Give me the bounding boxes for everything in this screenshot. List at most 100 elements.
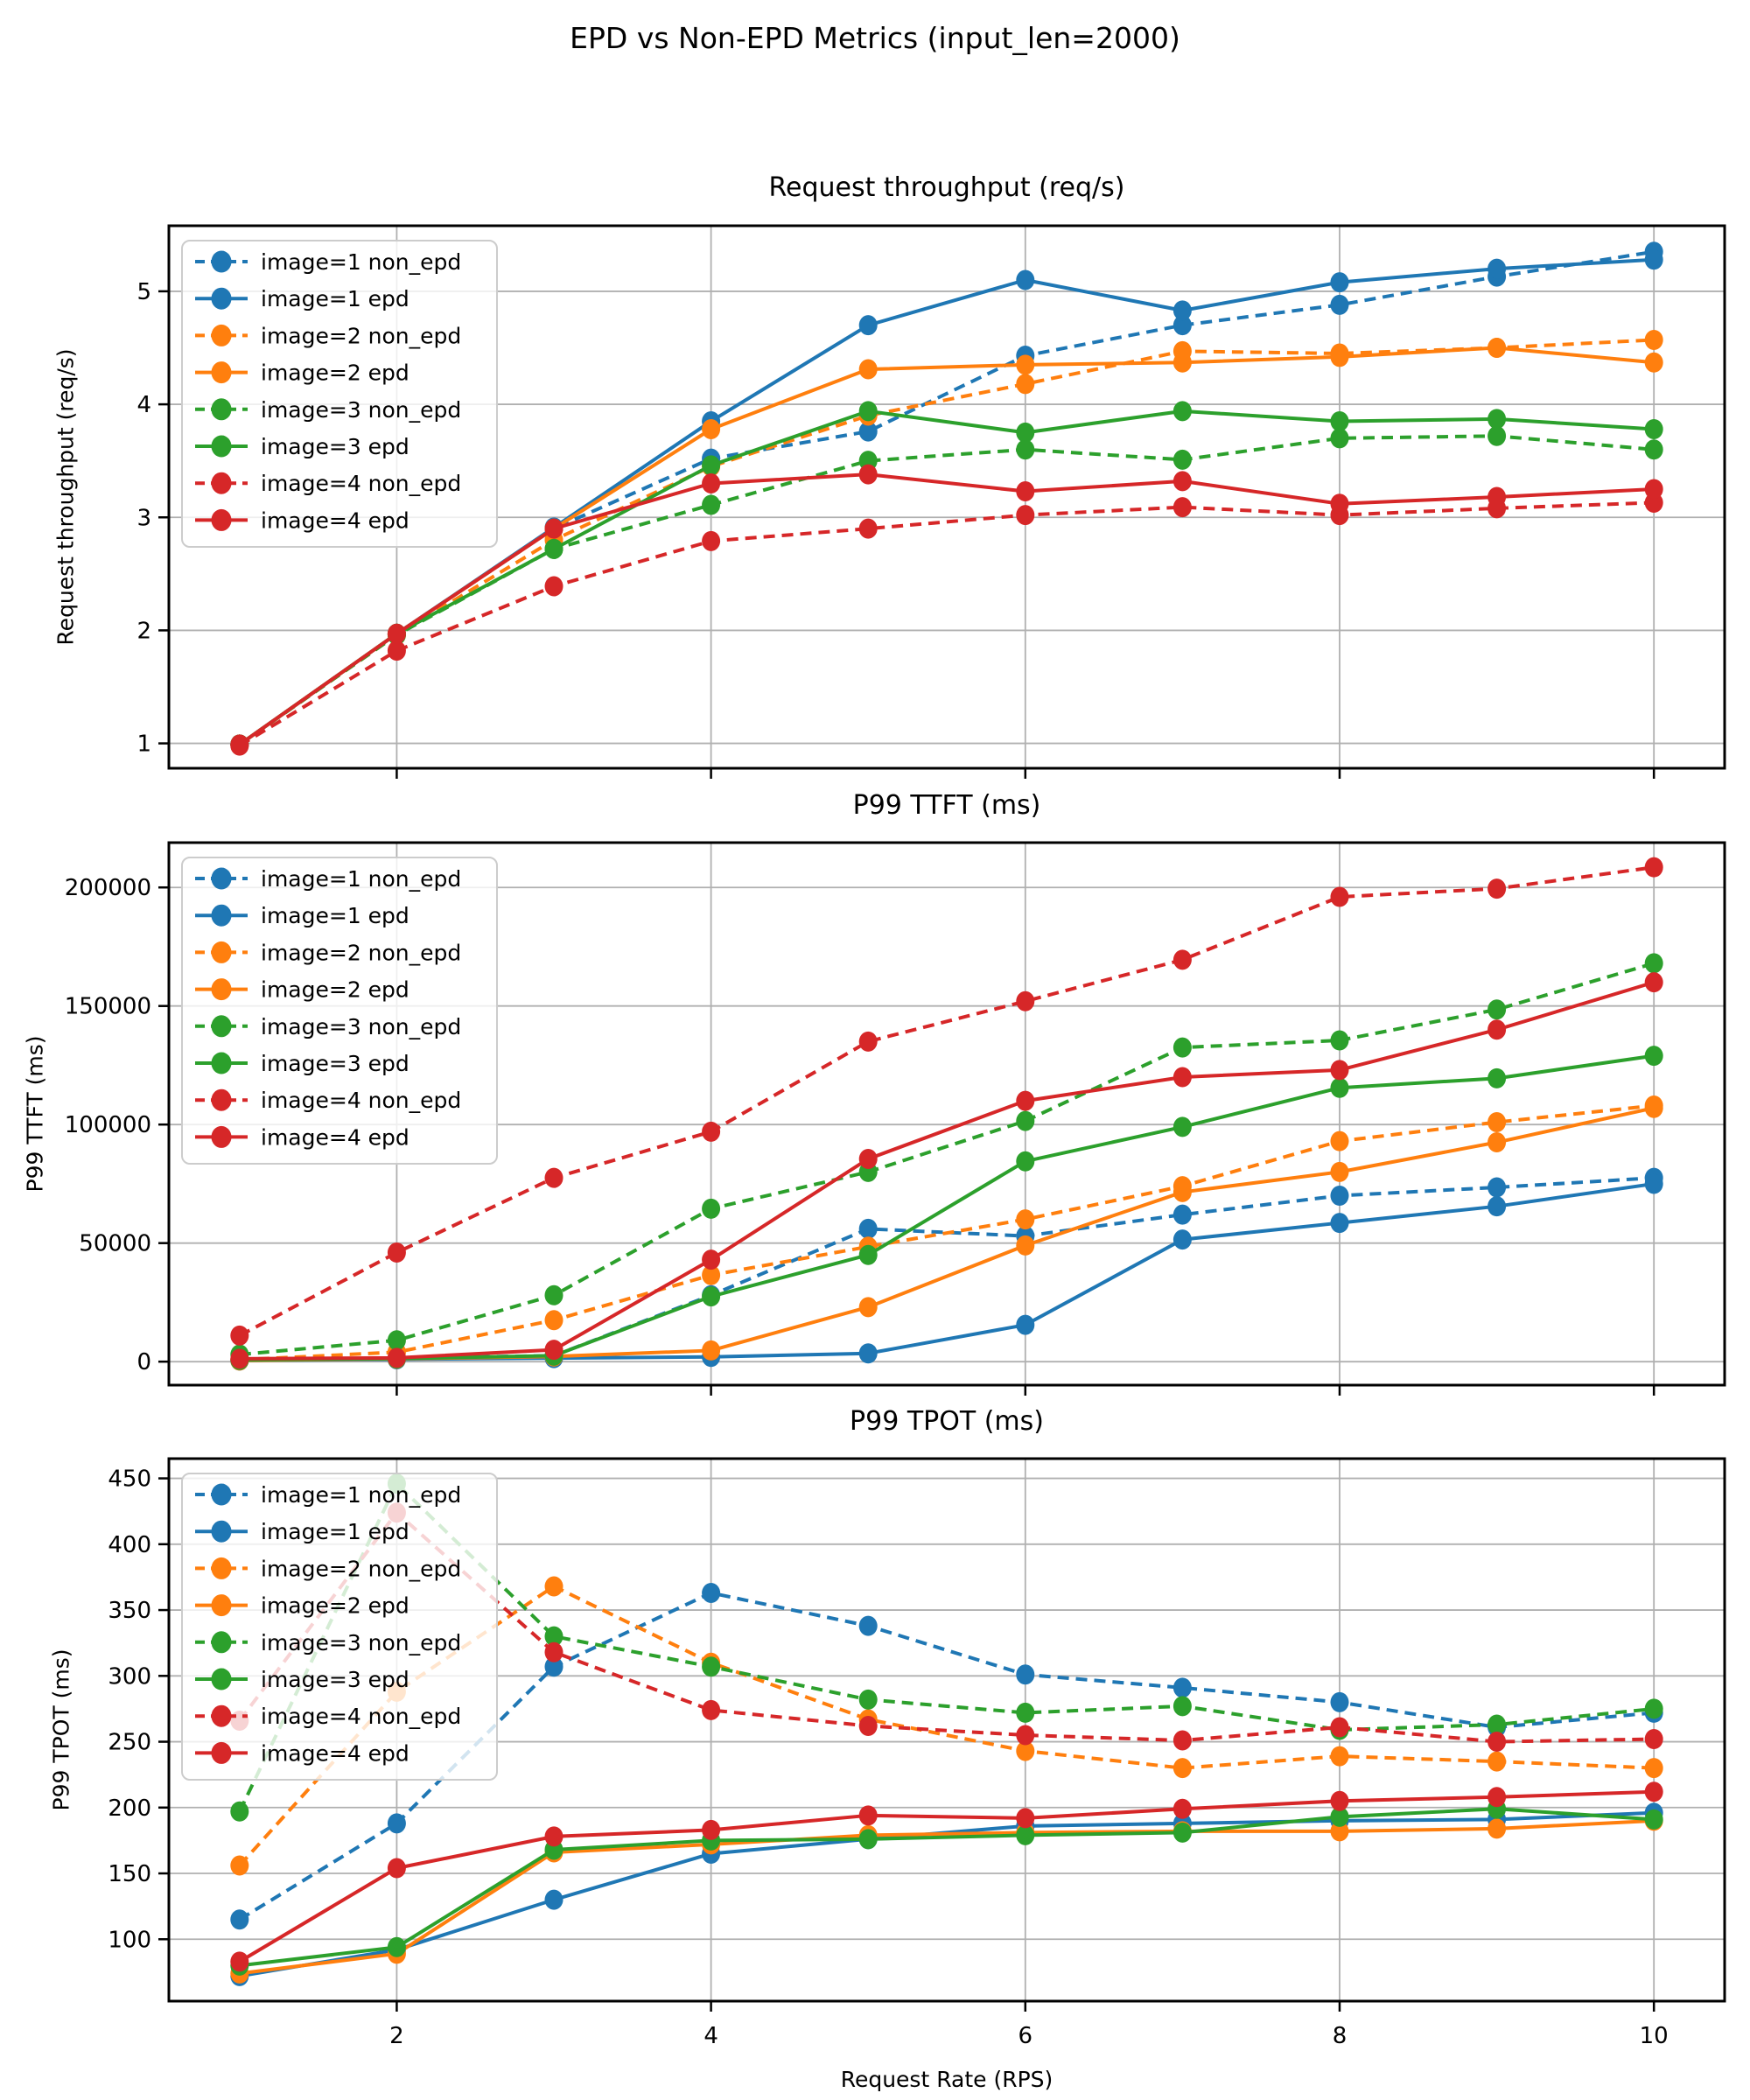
subplot-1: 1 2 3 4 5 image=1 non_epd image=1 epd image=2 n… <box>136 224 1726 779</box>
legend-marker <box>211 1704 232 1727</box>
data-point-marker <box>1016 270 1035 290</box>
x-tick-label: 2 <box>389 2023 404 2049</box>
data-point-marker <box>702 1286 721 1307</box>
data-point-marker <box>1016 1314 1035 1335</box>
data-point-marker <box>387 623 406 644</box>
series-image-3-epd <box>230 1798 1663 1976</box>
data-point-marker <box>702 1656 721 1677</box>
data-point-marker <box>1016 1740 1035 1761</box>
legend-item: image=2 epd <box>195 1593 410 1619</box>
legend-item: image=3 non_epd <box>195 1630 461 1656</box>
legend-label: image=4 epd <box>261 1124 410 1150</box>
data-point-marker <box>387 1813 406 1834</box>
data-point-marker <box>544 1340 564 1361</box>
data-point-marker <box>858 1715 878 1736</box>
data-point-marker <box>702 473 721 494</box>
data-point-marker <box>702 1699 721 1720</box>
legend: image=1 non_epd image=1 epd image=2 non_ep… <box>181 1473 498 1781</box>
data-point-marker <box>1488 1177 1507 1198</box>
legend-label: image=4 non_epd <box>261 471 461 496</box>
data-point-marker <box>858 518 878 539</box>
data-point-marker <box>387 1936 406 1957</box>
data-point-marker <box>1016 505 1035 526</box>
legend-marker <box>211 1741 232 1764</box>
x-tick-label: 6 <box>1018 2023 1033 2049</box>
data-point-marker <box>1016 354 1035 375</box>
data-point-marker <box>1488 1818 1507 1839</box>
series-image-4-epd <box>230 464 1663 755</box>
data-point-marker <box>1488 1019 1507 1040</box>
legend-item: image=4 epd <box>195 1124 410 1150</box>
y-tick-label: 200000 <box>65 875 151 901</box>
legend-label: image=2 epd <box>261 360 410 386</box>
data-point-marker <box>1330 1790 1349 1811</box>
legend-label: image=4 non_epd <box>261 1704 461 1729</box>
legend-label: image=1 non_epd <box>261 1482 461 1508</box>
data-point-marker <box>1330 1185 1349 1206</box>
series-image-4-epd <box>230 1782 1663 1972</box>
data-point-marker <box>230 1909 249 1930</box>
data-point-marker <box>1016 1664 1035 1685</box>
x-tick-label: 8 <box>1333 2023 1348 2049</box>
legend-marker <box>211 1520 232 1543</box>
x-tick-label: 4 <box>704 2023 718 2049</box>
data-point-marker <box>702 1121 721 1142</box>
legend-label: image=3 epd <box>261 434 410 459</box>
y-tick-label: 0 <box>136 1349 151 1376</box>
legend-marker <box>211 1015 232 1038</box>
data-point-marker <box>230 1325 249 1346</box>
data-point-marker <box>387 640 406 662</box>
data-point-marker <box>230 1855 249 1876</box>
data-point-marker <box>1644 419 1663 439</box>
data-point-marker <box>544 538 564 559</box>
data-point-marker <box>858 1805 878 1826</box>
legend-item: image=4 epd <box>195 508 410 533</box>
data-point-marker <box>702 1198 721 1219</box>
data-point-marker <box>1172 1696 1192 1717</box>
data-point-marker <box>1488 486 1507 508</box>
data-point-marker <box>1172 315 1192 336</box>
legend-label: image=1 epd <box>261 286 410 312</box>
data-point-marker <box>1488 1751 1507 1772</box>
data-point-marker <box>387 1330 406 1351</box>
data-point-marker <box>1172 1229 1192 1250</box>
data-point-marker <box>858 359 878 380</box>
legend-marker <box>211 324 232 346</box>
subplot-3: 2 4 6 8 10 100 150 200 250 300 350 400 450 image=1 no… <box>108 1457 1726 2049</box>
data-point-marker <box>858 1297 878 1318</box>
data-point-marker <box>1644 1046 1663 1067</box>
data-point-marker <box>1488 1111 1507 1132</box>
legend: image=1 non_epd image=1 epd image=2 non_ep… <box>181 857 498 1165</box>
legend-marker <box>211 941 232 963</box>
legend-item: image=2 epd <box>195 360 410 386</box>
data-point-marker <box>1644 352 1663 373</box>
data-point-marker <box>1488 258 1507 279</box>
data-point-marker <box>1330 1821 1349 1842</box>
axes-frame <box>167 1457 1726 2003</box>
data-point-marker <box>230 1801 249 1822</box>
series-image-3-epd <box>230 401 1663 755</box>
data-point-marker <box>1488 1068 1507 1088</box>
legend-label: image=2 non_epd <box>261 940 461 965</box>
series-line <box>238 409 1655 746</box>
data-point-marker <box>1172 300 1192 321</box>
legend-item: image=4 non_epd <box>195 1704 461 1729</box>
series-line <box>238 500 1655 747</box>
legend-label: image=2 epd <box>261 977 410 1003</box>
data-point-marker <box>1016 1808 1035 1829</box>
data-point-marker <box>1488 999 1507 1020</box>
series-line <box>239 1807 1655 1968</box>
data-point-marker <box>1172 449 1192 470</box>
series-line <box>239 962 1655 1357</box>
data-point-marker <box>858 1829 878 1850</box>
data-point-marker <box>858 1689 878 1710</box>
legend-marker <box>211 1088 232 1111</box>
subplot-2: 0 50000 100000 150000 200000 image=1 non_epdi… <box>65 841 1726 1396</box>
series-line <box>239 1176 1655 1362</box>
data-point-marker <box>1172 1037 1192 1058</box>
series-line <box>239 1054 1655 1362</box>
data-point-marker <box>1016 1209 1035 1230</box>
legend-marker <box>211 1668 232 1690</box>
legend-label: image=3 epd <box>261 1051 410 1076</box>
